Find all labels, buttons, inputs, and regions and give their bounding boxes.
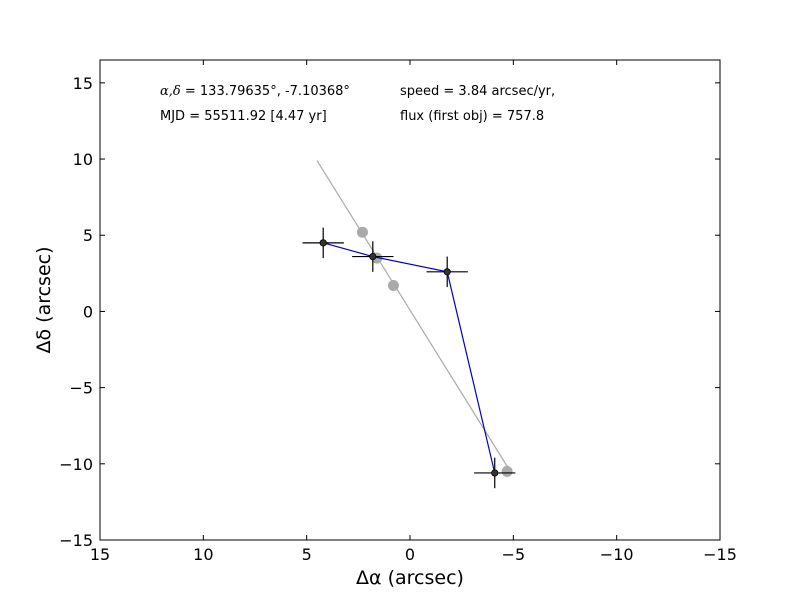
- annotation-coords-value: = 133.79635°, -7.10368°: [181, 84, 350, 99]
- x-tick-label: 0: [405, 545, 415, 564]
- model-point: [356, 226, 368, 238]
- annotation-speed: speed = 3.84 arcsec/yr,: [400, 84, 555, 99]
- x-tick-label: −15: [703, 545, 737, 564]
- y-tick-label: 10: [73, 150, 93, 169]
- y-tick-label: 0: [83, 302, 93, 321]
- y-tick-label: 15: [73, 74, 93, 93]
- plot-area: [302, 160, 516, 489]
- measured-track: [323, 242, 496, 474]
- model-point: [387, 280, 399, 292]
- y-tick-label: 5: [83, 226, 93, 245]
- y-axis-label: Δδ (arcsec): [33, 246, 55, 353]
- plot-frame: [99, 59, 721, 541]
- measured-point: [319, 239, 327, 247]
- x-tick-label: 15: [90, 545, 110, 564]
- model-point: [501, 465, 513, 477]
- y-tick-label: −10: [59, 455, 93, 474]
- measured-point: [369, 252, 377, 261]
- annotation-coords: α,δ = 133.79635°, -7.10368°: [160, 84, 350, 99]
- y-tick-label: −15: [59, 531, 93, 550]
- annotation-flux: flux (first obj) = 757.8: [400, 109, 544, 124]
- x-tick-label: 5: [302, 545, 312, 564]
- measured-point: [491, 469, 499, 477]
- measured-point: [443, 268, 451, 276]
- y-tick-label: −5: [69, 379, 93, 398]
- annotation-coords-symbols: α,δ: [160, 84, 181, 99]
- x-tick-label: −5: [502, 545, 526, 564]
- x-axis-label: Δα (arcsec): [356, 567, 464, 589]
- annotation-mjd: MJD = 55511.92 [4.47 yr]: [160, 109, 327, 124]
- model-line: [316, 160, 512, 474]
- x-tick-label: 10: [193, 545, 213, 564]
- x-tick-label: −10: [600, 545, 634, 564]
